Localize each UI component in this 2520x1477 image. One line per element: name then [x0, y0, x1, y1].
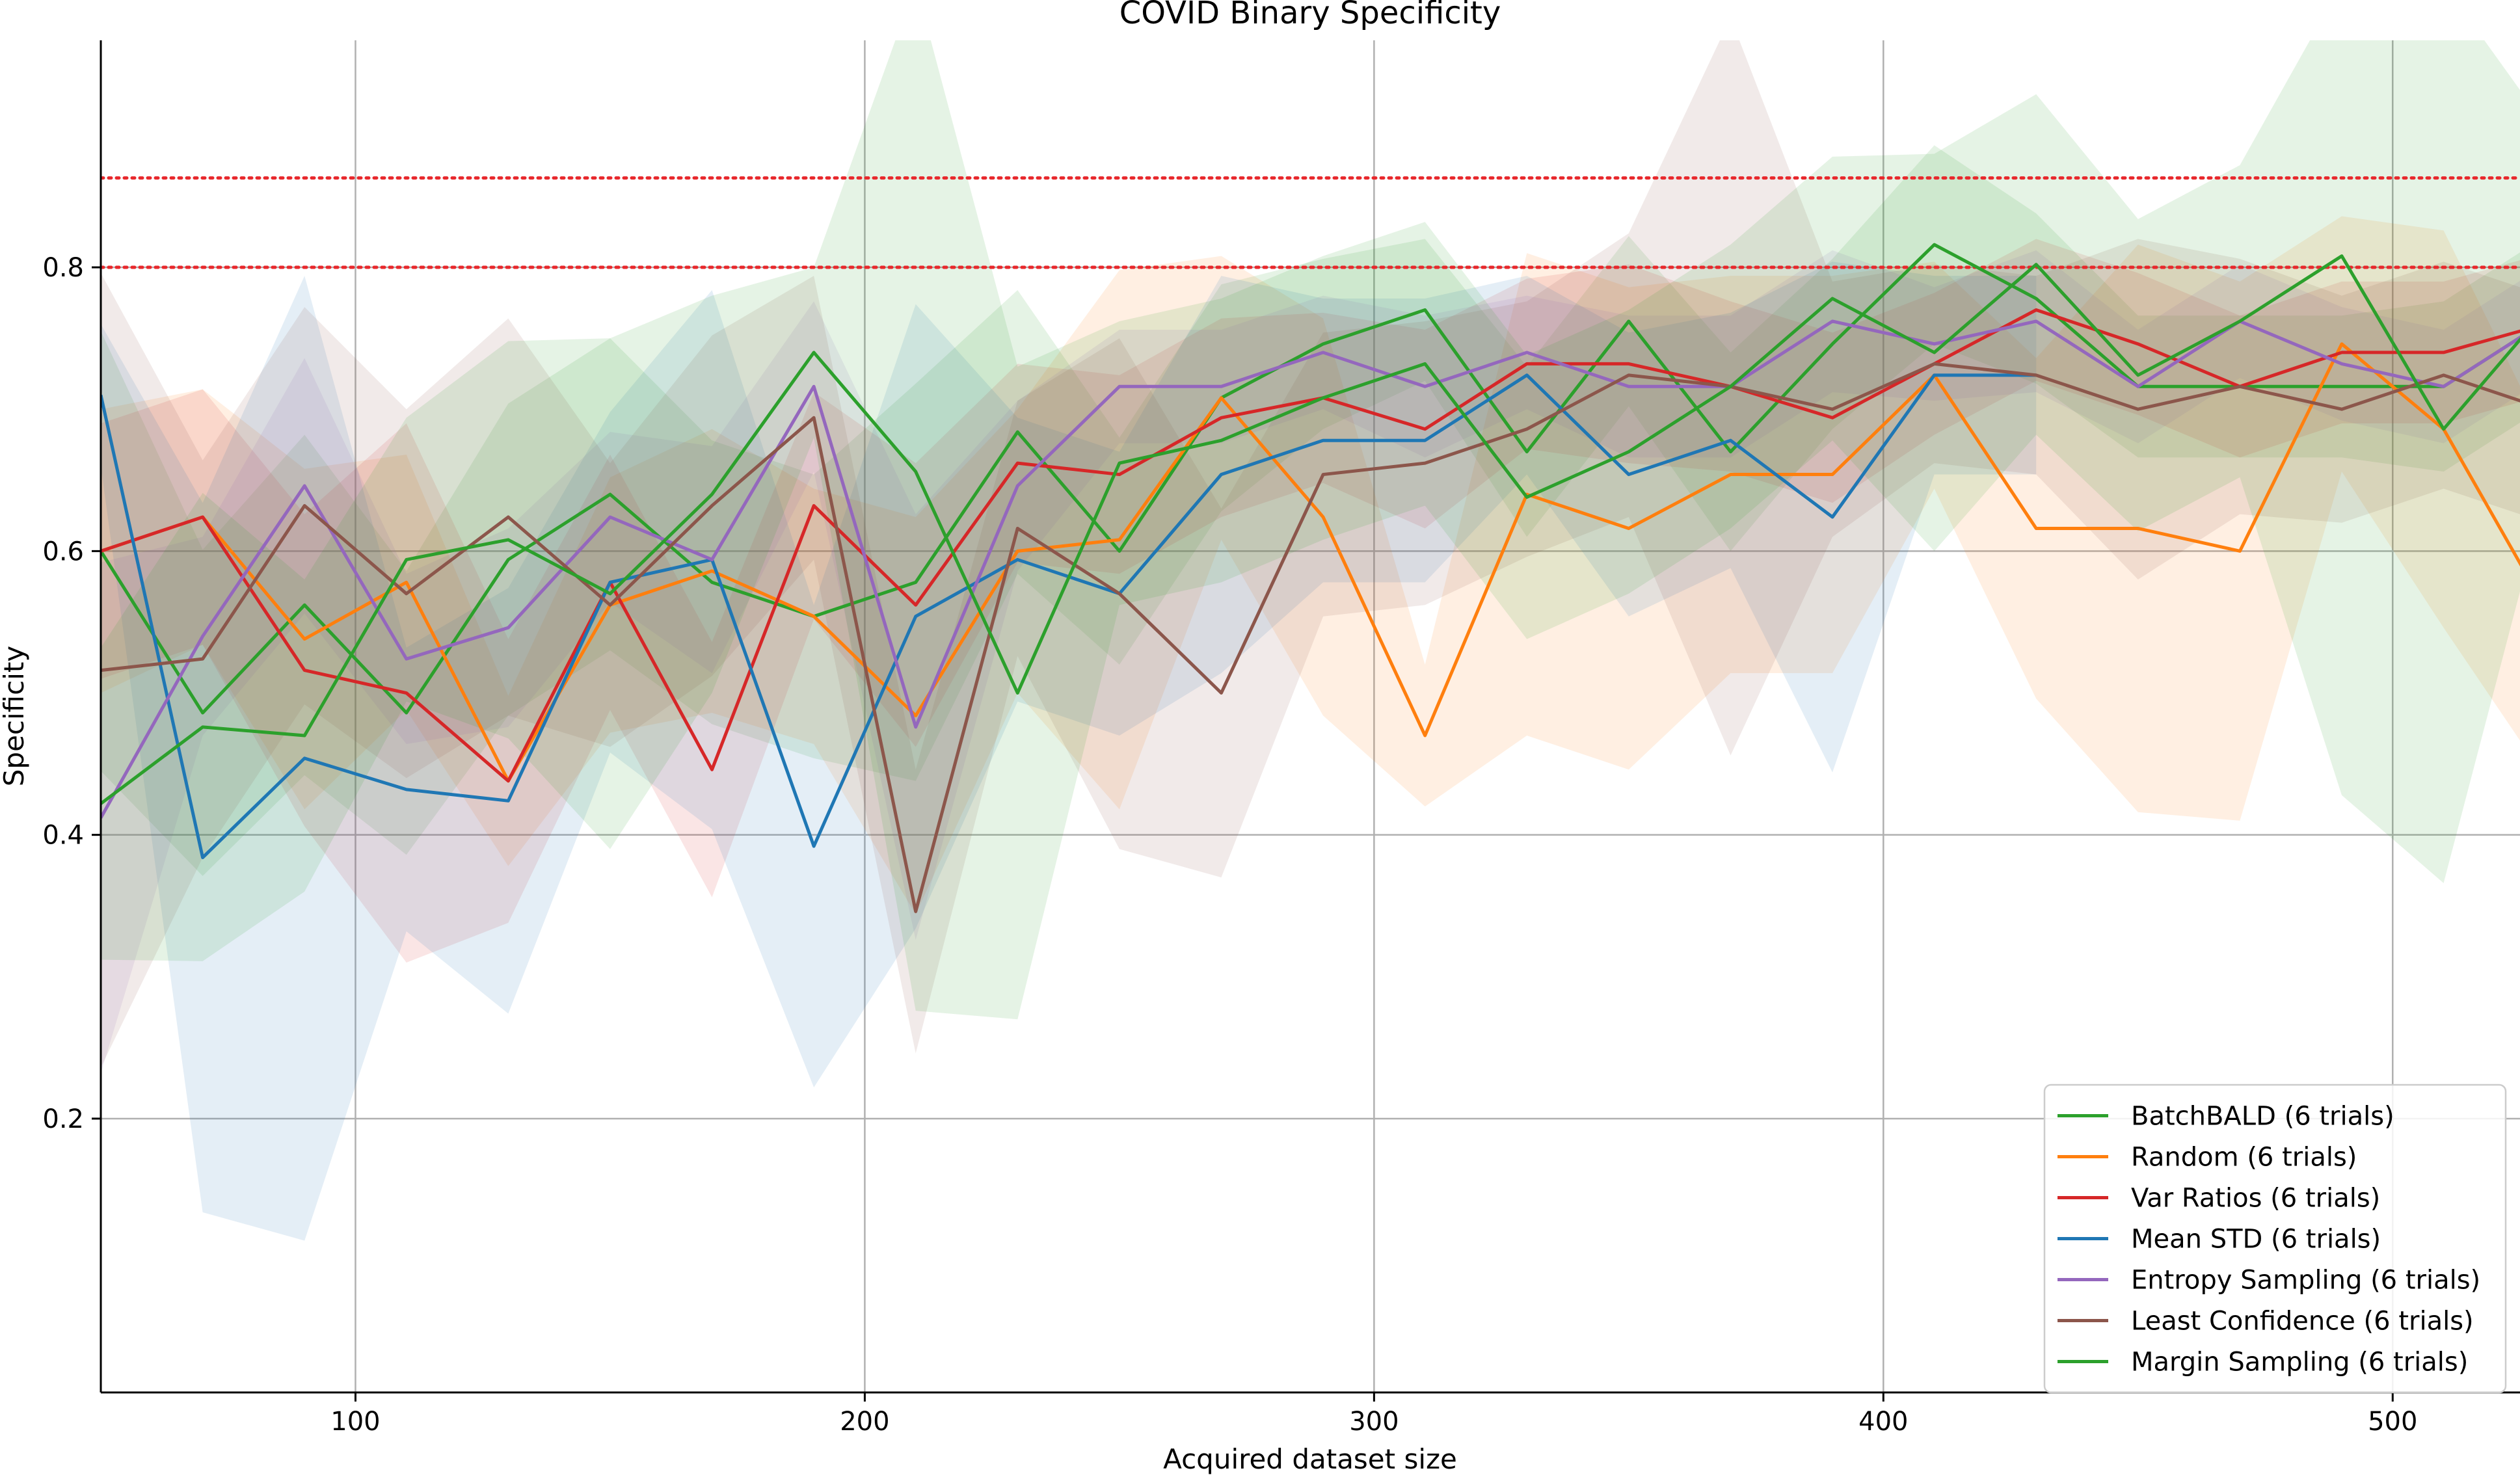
y-tick-label: 0.8 — [42, 253, 84, 283]
legend-label: Random (6 trials) — [2131, 1143, 2357, 1173]
y-tick-label: 0.2 — [42, 1104, 84, 1134]
y-tick-label: 0.6 — [42, 537, 84, 566]
legend-label: BatchBALD (6 trials) — [2131, 1102, 2394, 1132]
confidence-band — [101, 145, 2520, 876]
legend-label: Least Confidence (6 trials) — [2131, 1307, 2474, 1337]
confidence-band — [101, 216, 2520, 914]
series-line — [101, 362, 2520, 913]
x-axis-label: Acquired dataset size — [1163, 1443, 1457, 1475]
legend: BatchBALD (6 trials) Random (6 trials) Var… — [2043, 1084, 2507, 1394]
x-tick-label: 300 — [1349, 1407, 1399, 1437]
x-tick-label: 500 — [2368, 1407, 2417, 1437]
legend-label: Entropy Sampling (6 trials) — [2131, 1266, 2480, 1296]
legend-label: Margin Sampling (6 trials) — [2131, 1348, 2468, 1377]
y-axis-label: Specificity — [0, 646, 30, 786]
y-tick-label: 0.4 — [42, 821, 84, 851]
chart-title: COVID Binary Specificity — [1119, 0, 1501, 31]
confidence-band — [101, 261, 2037, 1241]
x-axis-ticks: 100 200 300 400 500 — [330, 1392, 2417, 1437]
legend-box — [2043, 1084, 2507, 1394]
x-tick-label: 100 — [330, 1407, 380, 1437]
reference-lines — [101, 176, 2520, 269]
confidence-band — [101, 250, 2520, 1074]
series-lines — [101, 243, 2520, 913]
series-line — [101, 254, 2520, 805]
legend-label: Mean STD (6 trials) — [2131, 1225, 2381, 1255]
confidence-band — [101, 40, 2520, 1020]
confidence-bands — [101, 40, 2520, 1241]
y-axis-ticks: 0.2 0.4 0.6 0.8 — [42, 253, 101, 1134]
confidence-band — [101, 239, 2520, 963]
x-tick-label: 400 — [1858, 1407, 1908, 1437]
series-line — [101, 319, 2520, 819]
legend-label: Var Ratios (6 trials) — [2131, 1184, 2380, 1214]
x-tick-label: 200 — [840, 1407, 889, 1437]
confidence-band — [101, 40, 2520, 1068]
